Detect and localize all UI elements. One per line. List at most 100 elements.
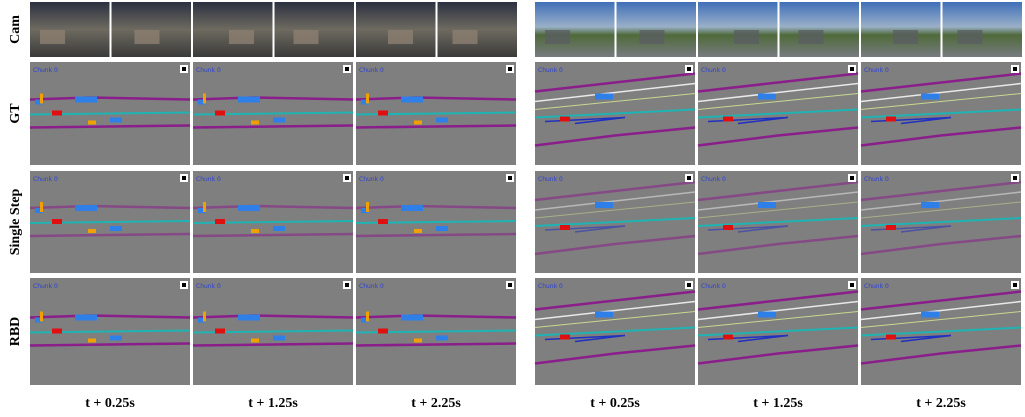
map-icon-inner <box>850 67 854 71</box>
marker <box>366 94 369 104</box>
chunk-label: Chunk 0 <box>196 67 221 74</box>
marker <box>203 312 206 322</box>
vehicle <box>75 97 97 103</box>
bev-panel: Chunk 0 <box>535 62 695 165</box>
camera-image <box>943 2 1023 57</box>
camera-image <box>30 2 110 57</box>
bev-panel: Chunk 0 <box>356 62 516 165</box>
map-icon-inner <box>1013 67 1017 71</box>
map-icon-inner <box>182 176 186 180</box>
bev-panel: Chunk 0 <box>861 171 1021 273</box>
map-icon-inner <box>1013 283 1017 287</box>
map-icon-inner <box>850 283 854 287</box>
vehicle <box>436 118 448 123</box>
column-label: t + 0.25s <box>590 396 640 411</box>
vehicle <box>436 226 448 231</box>
vehicle <box>595 312 613 318</box>
camera-detail <box>958 30 983 44</box>
vehicle <box>238 315 260 321</box>
row-label: Single Step <box>8 189 23 256</box>
vehicle <box>401 315 423 321</box>
ego-vehicle <box>723 225 733 230</box>
vehicle <box>921 312 939 318</box>
camera-image <box>438 2 518 57</box>
ego-vehicle <box>560 117 570 122</box>
camera-image <box>861 2 941 57</box>
camera-detail <box>135 30 160 44</box>
ego-vehicle <box>215 219 225 224</box>
ego-vehicle <box>886 225 896 230</box>
marker <box>251 229 259 233</box>
marker <box>88 339 96 343</box>
row-label: RBD <box>8 317 23 347</box>
panel-grid: CamGTSingle StepRBDChunk 0Chunk 0Chunk 0… <box>8 2 1022 411</box>
row-label: Cam <box>8 15 23 44</box>
marker <box>40 94 43 104</box>
bev-panel: Chunk 0 <box>861 62 1021 165</box>
bev-panel: Chunk 0 <box>193 171 353 273</box>
bev-panel: Chunk 0 <box>356 171 516 273</box>
column-label: t + 1.25s <box>753 396 803 411</box>
ego-vehicle <box>560 225 570 230</box>
vehicle <box>921 94 939 100</box>
vehicle <box>75 315 97 321</box>
column-label: t + 2.25s <box>411 396 461 411</box>
ego-vehicle <box>378 111 388 116</box>
vehicle <box>110 336 122 341</box>
vehicle <box>273 226 285 231</box>
map-icon-inner <box>508 283 512 287</box>
map-icon-inner <box>345 176 349 180</box>
column-label: t + 1.25s <box>248 396 298 411</box>
marker <box>251 339 259 343</box>
ego-vehicle <box>215 111 225 116</box>
chunk-label: Chunk 0 <box>33 67 58 74</box>
vehicle <box>921 202 939 208</box>
ego-vehicle <box>886 335 896 340</box>
column-label: t + 0.25s <box>85 396 135 411</box>
marker <box>251 121 259 125</box>
marker <box>88 229 96 233</box>
ego-vehicle <box>52 329 62 334</box>
map-icon-inner <box>1013 176 1017 180</box>
row-label: GT <box>8 103 23 124</box>
camera-detail <box>229 30 254 44</box>
chunk-label: Chunk 0 <box>701 176 726 183</box>
ego-vehicle <box>215 329 225 334</box>
vehicle <box>758 312 776 318</box>
bev-panel: Chunk 0 <box>535 278 695 385</box>
marker <box>366 312 369 322</box>
vehicle <box>595 94 613 100</box>
bev-panel: Chunk 0 <box>535 171 695 273</box>
chunk-label: Chunk 0 <box>33 283 58 290</box>
chunk-label: Chunk 0 <box>538 283 563 290</box>
camera-detail <box>294 30 319 44</box>
marker <box>203 94 206 104</box>
camera-detail <box>545 30 570 44</box>
map-icon-inner <box>687 67 691 71</box>
ego-vehicle <box>52 111 62 116</box>
figure: CamGTSingle StepRBDChunk 0Chunk 0Chunk 0… <box>0 0 1025 417</box>
vehicle <box>110 226 122 231</box>
camera-image <box>275 2 355 57</box>
vehicle <box>401 97 423 103</box>
camera-image <box>112 2 192 57</box>
vehicle <box>436 336 448 341</box>
ego-vehicle <box>723 117 733 122</box>
chunk-label: Chunk 0 <box>196 176 221 183</box>
chunk-label: Chunk 0 <box>701 67 726 74</box>
bev-panel: Chunk 0 <box>698 278 858 385</box>
chunk-label: Chunk 0 <box>359 176 384 183</box>
marker <box>40 202 43 212</box>
camera-detail <box>388 30 413 44</box>
map-icon-inner <box>508 176 512 180</box>
bev-panel: Chunk 0 <box>698 171 858 273</box>
map-icon-inner <box>508 67 512 71</box>
ego-vehicle <box>378 219 388 224</box>
bev-panel: Chunk 0 <box>861 278 1021 385</box>
vehicle <box>401 205 423 211</box>
chunk-label: Chunk 0 <box>359 67 384 74</box>
marker <box>414 229 422 233</box>
map-icon-inner <box>345 67 349 71</box>
ego-vehicle <box>52 219 62 224</box>
ego-vehicle <box>886 117 896 122</box>
